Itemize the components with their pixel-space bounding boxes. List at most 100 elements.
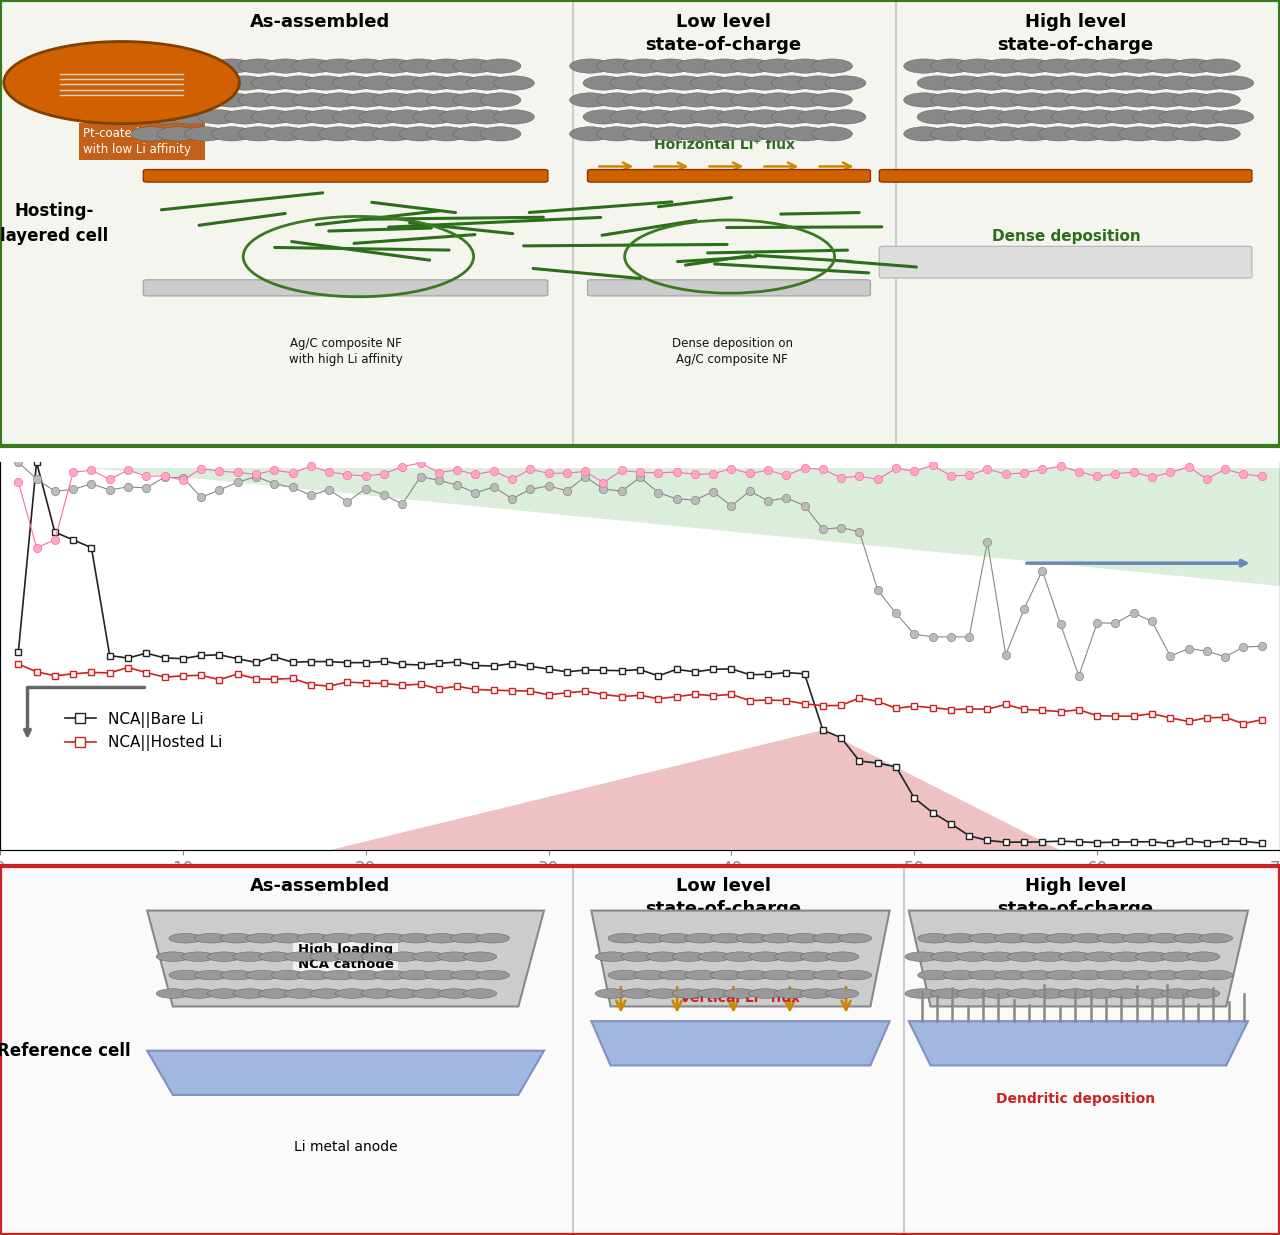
Circle shape xyxy=(762,934,795,944)
Circle shape xyxy=(596,127,637,141)
Circle shape xyxy=(1146,93,1187,107)
Circle shape xyxy=(284,952,317,962)
Circle shape xyxy=(1213,75,1254,90)
FancyBboxPatch shape xyxy=(879,169,1252,182)
Circle shape xyxy=(595,989,628,998)
Circle shape xyxy=(361,989,394,998)
Circle shape xyxy=(1172,59,1213,73)
Circle shape xyxy=(143,75,186,90)
Circle shape xyxy=(813,934,846,944)
Circle shape xyxy=(1187,952,1220,962)
Circle shape xyxy=(1065,59,1106,73)
Circle shape xyxy=(1123,934,1156,944)
FancyBboxPatch shape xyxy=(588,280,870,296)
Circle shape xyxy=(800,952,833,962)
Circle shape xyxy=(736,934,769,944)
Circle shape xyxy=(1185,110,1226,124)
Circle shape xyxy=(198,75,238,90)
Circle shape xyxy=(233,989,266,998)
Circle shape xyxy=(265,93,306,107)
Circle shape xyxy=(466,75,508,90)
Circle shape xyxy=(799,75,840,90)
Circle shape xyxy=(762,971,795,979)
Circle shape xyxy=(800,989,833,998)
Circle shape xyxy=(1059,989,1092,998)
Circle shape xyxy=(305,75,346,90)
Circle shape xyxy=(238,59,279,73)
Circle shape xyxy=(621,989,654,998)
Text: Dense deposition: Dense deposition xyxy=(992,228,1140,245)
Circle shape xyxy=(438,989,471,998)
Circle shape xyxy=(672,952,705,962)
Circle shape xyxy=(957,59,998,73)
Circle shape xyxy=(453,59,494,73)
Circle shape xyxy=(623,59,664,73)
Circle shape xyxy=(609,110,652,124)
Circle shape xyxy=(704,93,745,107)
Circle shape xyxy=(1007,952,1041,962)
Circle shape xyxy=(1119,93,1160,107)
Circle shape xyxy=(824,75,865,90)
Circle shape xyxy=(1132,75,1172,90)
Circle shape xyxy=(663,75,704,90)
Circle shape xyxy=(1213,110,1254,124)
Circle shape xyxy=(774,989,808,998)
Circle shape xyxy=(663,110,704,124)
Circle shape xyxy=(745,110,786,124)
Circle shape xyxy=(358,110,401,124)
Circle shape xyxy=(1097,934,1130,944)
FancyBboxPatch shape xyxy=(879,246,1252,278)
Circle shape xyxy=(310,989,343,998)
Circle shape xyxy=(717,110,758,124)
Circle shape xyxy=(1106,110,1147,124)
Circle shape xyxy=(220,934,253,944)
Circle shape xyxy=(466,110,508,124)
Circle shape xyxy=(387,75,428,90)
Circle shape xyxy=(211,127,252,141)
Circle shape xyxy=(172,75,211,90)
Circle shape xyxy=(374,934,407,944)
Circle shape xyxy=(1092,93,1133,107)
Circle shape xyxy=(438,952,471,962)
Circle shape xyxy=(969,971,1002,979)
Circle shape xyxy=(745,75,786,90)
Circle shape xyxy=(685,971,718,979)
Circle shape xyxy=(399,934,433,944)
Circle shape xyxy=(1033,989,1066,998)
Circle shape xyxy=(346,127,387,141)
Circle shape xyxy=(426,93,467,107)
Circle shape xyxy=(259,989,292,998)
Circle shape xyxy=(677,93,718,107)
Circle shape xyxy=(1071,934,1105,944)
Circle shape xyxy=(838,934,872,944)
Circle shape xyxy=(723,952,756,962)
Circle shape xyxy=(710,971,744,979)
Circle shape xyxy=(984,93,1025,107)
Circle shape xyxy=(476,934,509,944)
Circle shape xyxy=(1011,93,1052,107)
Circle shape xyxy=(333,110,374,124)
Circle shape xyxy=(650,127,691,141)
Circle shape xyxy=(1148,971,1181,979)
Text: Hosting-
layered cell: Hosting- layered cell xyxy=(0,201,108,245)
Circle shape xyxy=(412,952,445,962)
Circle shape xyxy=(319,93,360,107)
Circle shape xyxy=(305,110,346,124)
Circle shape xyxy=(1033,952,1066,962)
Circle shape xyxy=(596,59,637,73)
Circle shape xyxy=(412,110,454,124)
Circle shape xyxy=(957,127,998,141)
Circle shape xyxy=(943,934,977,944)
Circle shape xyxy=(799,110,840,124)
Circle shape xyxy=(143,110,186,124)
X-axis label: Cycle numbers: Cycle numbers xyxy=(572,883,708,902)
Circle shape xyxy=(1007,989,1041,998)
Circle shape xyxy=(931,59,972,73)
Circle shape xyxy=(425,971,458,979)
Circle shape xyxy=(1119,127,1160,141)
Circle shape xyxy=(361,952,394,962)
Circle shape xyxy=(736,971,769,979)
Circle shape xyxy=(698,989,731,998)
Circle shape xyxy=(184,127,225,141)
Circle shape xyxy=(723,989,756,998)
